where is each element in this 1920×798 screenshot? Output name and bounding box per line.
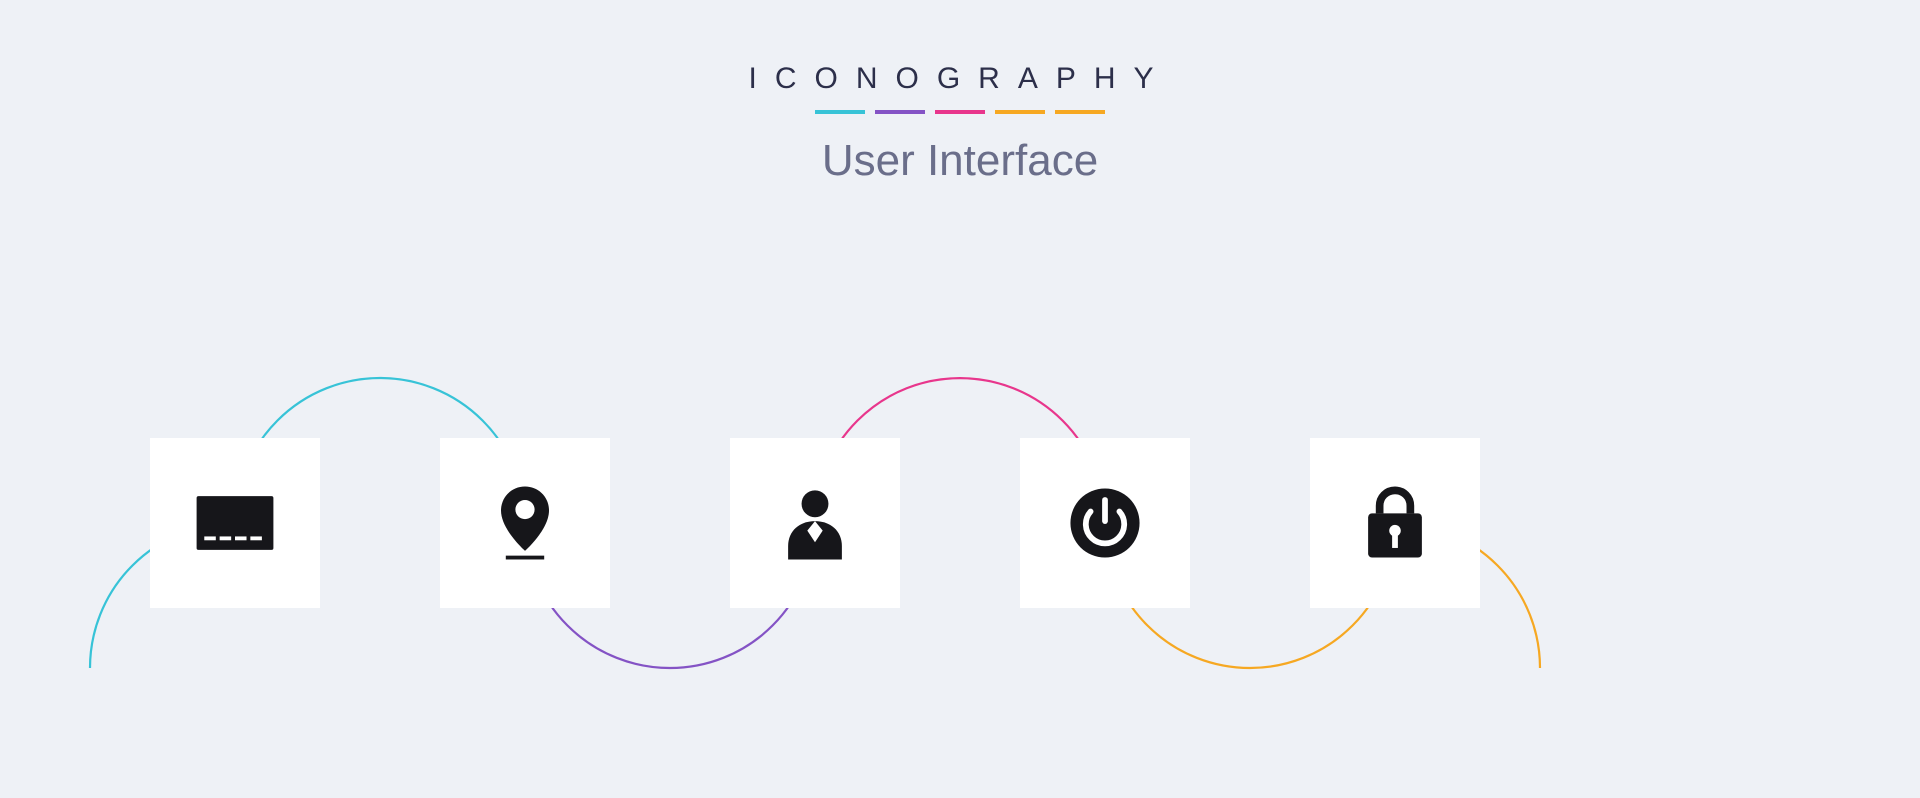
lock-icon (1347, 475, 1443, 571)
icon-tile (440, 438, 610, 608)
icon-tile (730, 438, 900, 608)
user-icon (767, 475, 863, 571)
icon-tile (150, 438, 320, 608)
icon-tile (1310, 438, 1480, 608)
wave-path (0, 0, 1920, 798)
location-pin-icon (477, 475, 573, 571)
icon-tile (1020, 438, 1190, 608)
credit-card-icon (187, 475, 283, 571)
power-icon (1057, 475, 1153, 571)
